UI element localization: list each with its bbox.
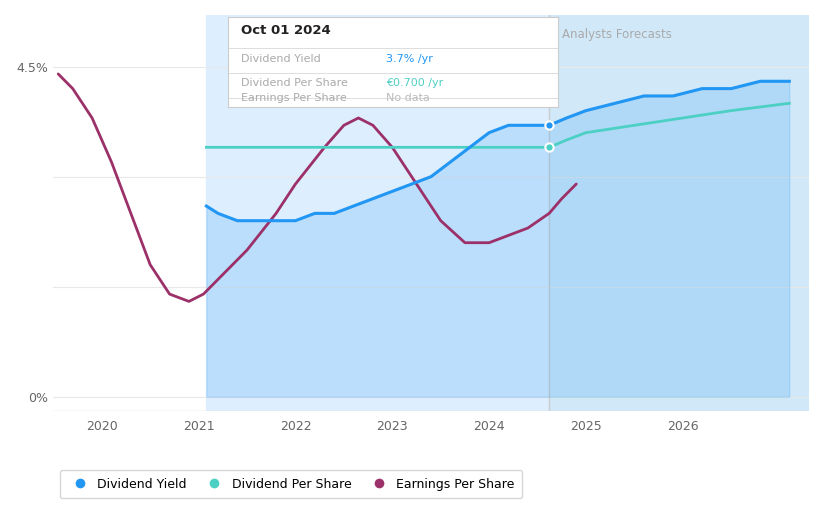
Text: Earnings Per Share: Earnings Per Share [241, 93, 347, 104]
Text: €0.700 /yr: €0.700 /yr [387, 78, 443, 88]
Bar [206, 15, 549, 411]
Text: No data: No data [387, 93, 430, 104]
Text: Past: Past [504, 28, 533, 41]
Text: Analysts Forecasts: Analysts Forecasts [562, 28, 672, 41]
Text: Oct 01 2024: Oct 01 2024 [241, 24, 331, 37]
Bar [549, 15, 809, 411]
Text: 3.7% /yr: 3.7% /yr [387, 54, 433, 65]
Text: Dividend Yield: Dividend Yield [241, 54, 321, 65]
Text: Dividend Per Share: Dividend Per Share [241, 78, 348, 88]
Legend: Dividend Yield, Dividend Per Share, Earnings Per Share: Dividend Yield, Dividend Per Share, Earn… [60, 470, 522, 498]
